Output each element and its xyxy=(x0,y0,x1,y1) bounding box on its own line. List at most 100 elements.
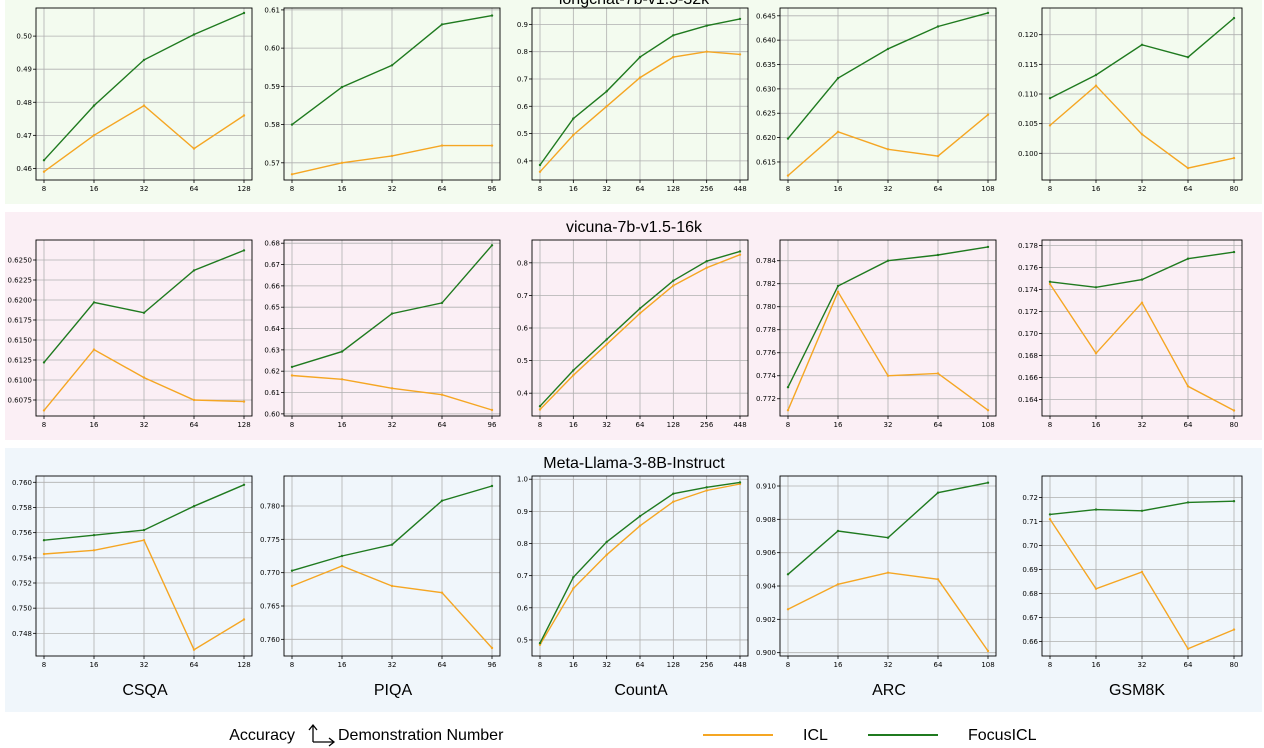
y-tick-label: 0.178 xyxy=(1018,242,1038,250)
x-tick-label: 32 xyxy=(1138,661,1147,669)
data-point-icl xyxy=(705,489,708,492)
data-point-icl xyxy=(92,549,96,552)
data-point-icl xyxy=(1140,301,1144,304)
data-point-focusicl xyxy=(242,11,246,15)
x-tick-label: 16 xyxy=(569,185,578,193)
y-tick-label: 0.68 xyxy=(264,240,280,248)
data-point-focusicl xyxy=(605,90,608,93)
data-point-focusicl xyxy=(638,55,642,59)
y-tick-label: 0.6 xyxy=(517,103,529,111)
data-point-focusicl xyxy=(836,529,840,533)
data-point-icl xyxy=(242,114,246,117)
y-tick-label: 0.758 xyxy=(12,504,32,512)
y-tick-label: 0.780 xyxy=(756,303,776,311)
panel-frame xyxy=(531,239,749,417)
data-point-icl xyxy=(1094,84,1098,87)
x-tick-label: 128 xyxy=(237,661,250,669)
data-point-icl xyxy=(490,646,494,650)
legend-focusicl-label: FocusICL xyxy=(968,727,1037,744)
data-point-icl xyxy=(1048,518,1052,521)
band-title-llama: Meta-Llama-3-8B-Instruct xyxy=(543,455,725,472)
data-point-icl xyxy=(936,372,940,375)
data-point-icl xyxy=(705,266,708,269)
y-tick-label: 0.774 xyxy=(756,372,777,380)
panel-longchat-counta: 0.4 0.5 0.6 0.7 0.8 0.9 8 16 32 64 128 256 448 xyxy=(517,7,749,193)
y-tick-label: 0.170 xyxy=(1018,330,1038,338)
data-point-icl xyxy=(92,348,96,351)
y-tick-label: 0.748 xyxy=(12,630,32,638)
x-tick-label: 448 xyxy=(733,185,746,193)
data-point-focusicl xyxy=(705,486,708,489)
x-tick-label: 80 xyxy=(1230,661,1239,669)
x-tick-label: 256 xyxy=(700,661,714,669)
y-tick-label: 0.63 xyxy=(264,346,280,354)
panel-vicuna-arc: 0.772 0.774 0.776 0.778 0.780 0.782 0.784 8 16 32… xyxy=(756,239,997,429)
data-point-focusicl xyxy=(738,17,742,21)
data-point-icl xyxy=(638,312,642,315)
x-tick-label: 32 xyxy=(884,185,893,193)
y-tick-label: 0.100 xyxy=(1018,150,1038,158)
legend: Accuracy Demonstration Number ICL FocusI… xyxy=(229,723,1037,747)
y-tick-label: 0.630 xyxy=(756,85,776,93)
x-tick-label: 108 xyxy=(981,421,994,429)
panel-frame xyxy=(531,7,749,181)
data-point-icl xyxy=(1232,628,1236,631)
x-tick-label: 64 xyxy=(438,421,447,429)
data-point-focusicl xyxy=(142,311,146,314)
y-tick-label: 0.50 xyxy=(16,33,32,41)
task-label-csqa: CSQA xyxy=(122,682,168,699)
y-tick-label: 0.5 xyxy=(517,636,528,644)
y-tick-label: 0.61 xyxy=(264,389,280,397)
data-point-focusicl xyxy=(605,540,608,544)
x-tick-label: 16 xyxy=(90,185,99,193)
y-tick-label: 0.760 xyxy=(12,479,32,487)
data-point-focusicl xyxy=(1048,513,1052,516)
data-point-focusicl xyxy=(242,483,246,486)
x-tick-label: 64 xyxy=(934,661,943,669)
y-tick-label: 0.57 xyxy=(264,159,280,167)
x-tick-label: 32 xyxy=(602,421,611,429)
x-tick-label: 256 xyxy=(700,185,714,193)
panel-frame xyxy=(35,239,253,417)
data-point-icl xyxy=(92,134,96,137)
y-tick-label: 0.67 xyxy=(1022,614,1038,622)
y-tick-label: 0.904 xyxy=(756,583,777,591)
data-point-focusicl xyxy=(705,24,708,27)
y-tick-label: 0.615 xyxy=(756,158,776,166)
data-point-focusicl xyxy=(440,23,444,26)
x-tick-label: 16 xyxy=(1092,185,1101,193)
y-tick-label: 0.60 xyxy=(264,410,280,418)
y-tick-label: 0.70 xyxy=(1022,542,1038,550)
x-tick-label: 64 xyxy=(438,661,447,669)
x-tick-label: 16 xyxy=(834,661,843,669)
x-tick-label: 8 xyxy=(290,661,294,669)
x-tick-label: 80 xyxy=(1230,185,1239,193)
y-tick-label: 0.5 xyxy=(517,130,528,138)
panel-frame xyxy=(35,7,253,181)
x-tick-label: 32 xyxy=(140,421,149,429)
data-point-focusicl xyxy=(786,386,790,389)
data-point-focusicl xyxy=(886,47,890,51)
x-tick-label: 32 xyxy=(140,661,149,669)
x-tick-label: 32 xyxy=(1138,185,1147,193)
y-tick-label: 0.6125 xyxy=(8,357,33,365)
data-point-icl xyxy=(192,648,196,651)
data-point-icl xyxy=(42,552,46,556)
data-point-icl xyxy=(340,378,344,381)
y-tick-label: 0.47 xyxy=(16,132,32,140)
panel-longchat-arc: 0.615 0.620 0.625 0.630 0.635 0.640 0.645 8 16 32… xyxy=(756,7,997,193)
data-point-icl xyxy=(192,398,196,402)
y-tick-label: 0.756 xyxy=(12,529,33,537)
x-tick-label: 108 xyxy=(981,661,994,669)
x-tick-label: 16 xyxy=(1092,421,1101,429)
y-tick-label: 0.6100 xyxy=(8,377,33,385)
legend-axes-x-label: Demonstration Number xyxy=(338,727,504,744)
data-point-focusicl xyxy=(1094,73,1098,77)
y-tick-label: 0.58 xyxy=(264,121,280,129)
data-point-icl xyxy=(836,130,840,133)
y-tick-label: 0.6075 xyxy=(8,397,33,405)
y-tick-label: 0.7 xyxy=(517,292,528,300)
y-tick-label: 0.176 xyxy=(1018,264,1039,272)
data-point-focusicl xyxy=(92,104,96,107)
